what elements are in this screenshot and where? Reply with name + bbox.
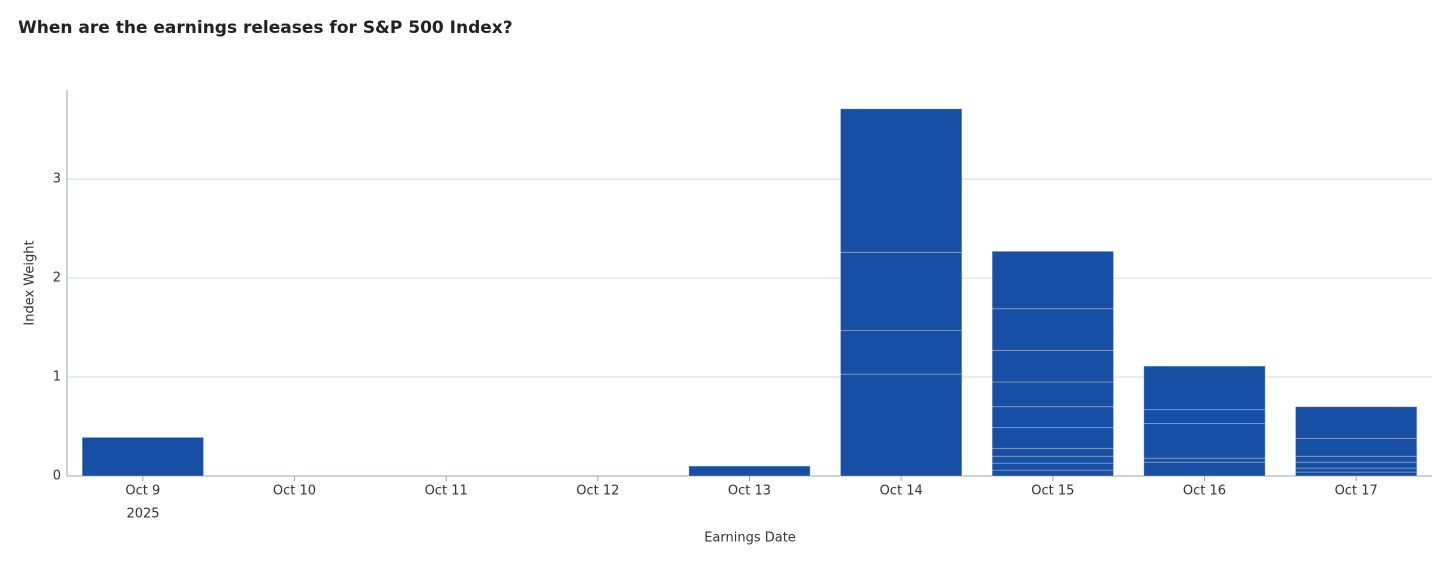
- bar-segment: [1295, 437, 1418, 457]
- bar-segment: [991, 349, 1114, 383]
- bar-segment: [991, 455, 1114, 464]
- bar-segment: [991, 447, 1114, 457]
- bar-segment: [991, 462, 1114, 471]
- bar-segment: [840, 373, 963, 477]
- bar-segment: [991, 250, 1114, 310]
- bar-segment: [1295, 455, 1418, 463]
- x-tick-label: Oct 15: [1031, 484, 1074, 499]
- bar-segment: [1295, 467, 1418, 473]
- bar-segment: [1295, 471, 1418, 477]
- x-tick-label: Oct 10: [273, 484, 316, 499]
- x-tick-label: Oct 9: [125, 484, 160, 499]
- chart-title: When are the earnings releases for S&P 5…: [18, 18, 513, 38]
- x-tick-label: Oct 12: [576, 484, 619, 499]
- bar-segment: [840, 330, 963, 375]
- y-tick-label: 1: [53, 370, 61, 385]
- bar-segment: [1143, 365, 1266, 411]
- bar-segment: [991, 381, 1114, 408]
- bar-segment: [991, 469, 1114, 477]
- bar-segment: [81, 436, 204, 477]
- bar-segment: [840, 251, 963, 331]
- y-tick-label: 2: [53, 271, 61, 286]
- x-tick-label: Oct 13: [728, 484, 771, 499]
- x-tick-label: Oct 17: [1335, 484, 1378, 499]
- bar-segment: [991, 308, 1114, 351]
- x-tick-label: Oct 16: [1183, 484, 1226, 499]
- y-tick-label: 0: [53, 469, 61, 484]
- x-tick-label: Oct 14: [880, 484, 923, 499]
- bar-segment: [1143, 457, 1266, 463]
- x-axis-label: Earnings Date: [704, 531, 796, 546]
- bar-segment: [991, 406, 1114, 428]
- x-year-label: 2025: [126, 507, 159, 522]
- bar-segment: [1295, 406, 1418, 439]
- y-tick-label: 3: [53, 172, 61, 187]
- x-tick-label: Oct 11: [425, 484, 468, 499]
- bar-segment: [1143, 461, 1266, 477]
- bar-segment: [1143, 423, 1266, 459]
- bar-segment: [1143, 409, 1266, 424]
- bar-segment: [688, 465, 811, 477]
- y-axis-label: Index Weight: [23, 240, 38, 325]
- bar-segment: [840, 108, 963, 253]
- bar-segment: [1295, 461, 1418, 469]
- bar-segment: [991, 427, 1114, 449]
